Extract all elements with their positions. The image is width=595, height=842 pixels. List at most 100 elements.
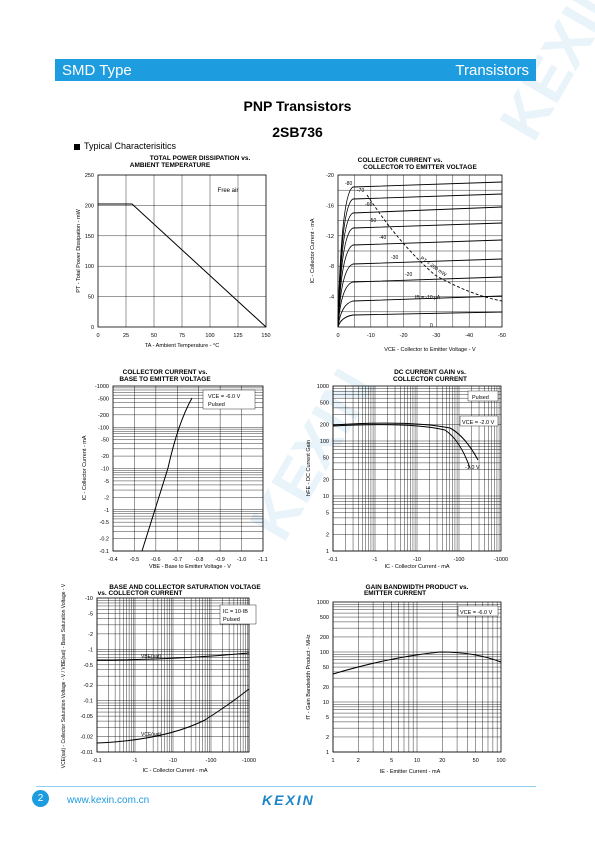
ic-vbe-curve [141, 397, 193, 552]
x-axis-label: IC - Collector Current - mA [384, 564, 449, 570]
section-label: Typical Characterisitics [84, 141, 177, 151]
y-tick-label: -1000 [95, 384, 109, 390]
y-tick-label: -10 [101, 467, 109, 473]
x-tick-label: 10 [414, 758, 420, 764]
x-tick-label: -0.1 [92, 758, 101, 764]
chart-note: IC = 10·IB [223, 609, 248, 615]
curve-label: -70 [357, 188, 364, 194]
x-tick-label: -0.4 [108, 557, 117, 563]
x-tick-label: -50 [498, 333, 506, 339]
y-tick-label: -8 [329, 264, 334, 270]
curve-label: -20 [405, 272, 412, 278]
x-tick-label: -1 [373, 557, 378, 563]
y-tick-label: -0.2 [84, 683, 93, 689]
x-axis-label: IE - Emitter Current - mA [380, 769, 441, 775]
x-tick-label: 100 [496, 758, 505, 764]
section-heading: Typical Characterisitics [74, 141, 176, 151]
x-tick-label: -1000 [242, 758, 256, 764]
chart-note: Pulsed [472, 395, 489, 401]
curve-label: -30 [391, 255, 398, 261]
y-tick-label: -2 [88, 632, 93, 638]
y-tick-label: -0.1 [100, 549, 109, 555]
curve-label: 0 [430, 323, 433, 329]
y-tick-label: -5 [104, 479, 109, 485]
y-tick-label: 1 [326, 549, 329, 555]
y-tick-label: -4 [329, 295, 334, 301]
y-tick-label: -20 [326, 173, 334, 179]
chart-title: COLLECTOR CURRENT [393, 376, 467, 383]
y-tick-label: 20 [323, 685, 329, 691]
vbe-sat-curve [96, 652, 250, 661]
y-tick-label: 200 [320, 635, 329, 641]
y-tick-label: -20 [101, 454, 109, 460]
power-limit-curve [366, 194, 503, 302]
part-number: 2SB736 [272, 124, 323, 140]
curve-label: VBE(sat) [141, 654, 161, 660]
chart-note: Pulsed [208, 402, 225, 408]
curve-label: -80 [345, 181, 352, 187]
chart-power-dissipation: TOTAL POWER DISSIPATION vs. AMBIENT TEMP… [76, 155, 271, 349]
kexin-logo: KEXIN [262, 792, 315, 808]
x-tick-label: -100 [453, 557, 464, 563]
y-tick-label: -0.5 [100, 520, 109, 526]
chart-note: Free air [218, 188, 239, 194]
x-tick-label: 25 [123, 333, 129, 339]
y-tick-label: 250 [85, 173, 94, 179]
chart-ic-vce: COLLECTOR CURRENT vs. COLLECTOR TO EMITT… [310, 157, 506, 353]
chart-title: COLLECTOR CURRENT vs. [123, 369, 208, 376]
x-tick-label: -100 [205, 758, 216, 764]
chart-title: DC CURRENT GAIN vs. [394, 369, 466, 376]
ib-curve [337, 276, 503, 328]
y-tick-label: 100 [320, 439, 329, 445]
y-tick-label: 5 [326, 715, 329, 721]
curve-label: -40 [379, 235, 386, 241]
chart-title: vs. COLLECTOR CURRENT [98, 590, 183, 597]
page-title: PNP Transistors [243, 98, 352, 114]
x-tick-label: -0.1 [328, 557, 337, 563]
curve-label: -60 [365, 202, 372, 208]
chart-ft-ie: GAIN BANDWIDTH PRODUCT vs. EMITTER CURRE… [306, 584, 506, 775]
hfe-curve [332, 424, 471, 469]
chart-note: VCE = -6.0 V [460, 610, 493, 616]
x-tick-label: -10 [413, 557, 421, 563]
y-tick-label: 1000 [317, 384, 329, 390]
chart-title: EMITTER CURRENT [364, 590, 426, 597]
x-tick-label: -0.7 [173, 557, 182, 563]
x-tick-label: 50 [473, 758, 479, 764]
y-tick-label: 50 [323, 665, 329, 671]
y-tick-label: 500 [320, 615, 329, 621]
y-tick-label: 50 [323, 456, 329, 462]
chart-note: Pulsed [223, 617, 240, 623]
x-tick-label: 150 [261, 333, 270, 339]
x-tick-label: -1000 [494, 557, 508, 563]
y-tick-label: -0.1 [84, 699, 93, 705]
y-tick-label: -2 [104, 495, 109, 501]
ib-curve [337, 311, 503, 328]
header-banner: SMD Type Transistors [55, 59, 536, 81]
y-tick-label: -16 [326, 203, 334, 209]
chart-title: GAIN BANDWIDTH PRODUCT vs. [366, 584, 469, 591]
y-tick-label: 10 [323, 494, 329, 500]
chart-note: VCE = -6.0 V [208, 394, 241, 400]
header-type: SMD Type [62, 61, 132, 79]
x-axis-label: IC - Collector Current - mA [142, 768, 207, 774]
x-tick-label: 0 [336, 333, 339, 339]
x-tick-label: -0.9 [215, 557, 224, 563]
x-axis-label: VBE - Base to Emitter Voltage - V [149, 564, 231, 570]
y-axis-label: PT - Total Power Dissipation - mW [76, 208, 82, 292]
y-tick-label: -100 [98, 425, 109, 431]
hfe-curve [332, 422, 479, 461]
y-tick-label: -0.02 [80, 735, 93, 741]
x-tick-label: -10 [169, 758, 177, 764]
x-tick-label: 5 [390, 758, 393, 764]
curve-label: IB = -10 µA [415, 295, 441, 301]
x-tick-label: 2 [357, 758, 360, 764]
chart-saturation-voltage: BASE AND COLLECTOR SATURATION VOLTAGE vs… [61, 583, 261, 774]
ib-curve [337, 295, 503, 328]
y-tick-label: 2 [326, 735, 329, 741]
x-tick-label: -0.5 [130, 557, 139, 563]
chart-note: VCE = -2.0 V [462, 420, 495, 426]
y-axis-label: VCE(sat) - Collector Saturation Voltage … [61, 583, 67, 768]
x-tick-label: -10 [367, 333, 375, 339]
y-tick-label: -500 [98, 396, 109, 402]
